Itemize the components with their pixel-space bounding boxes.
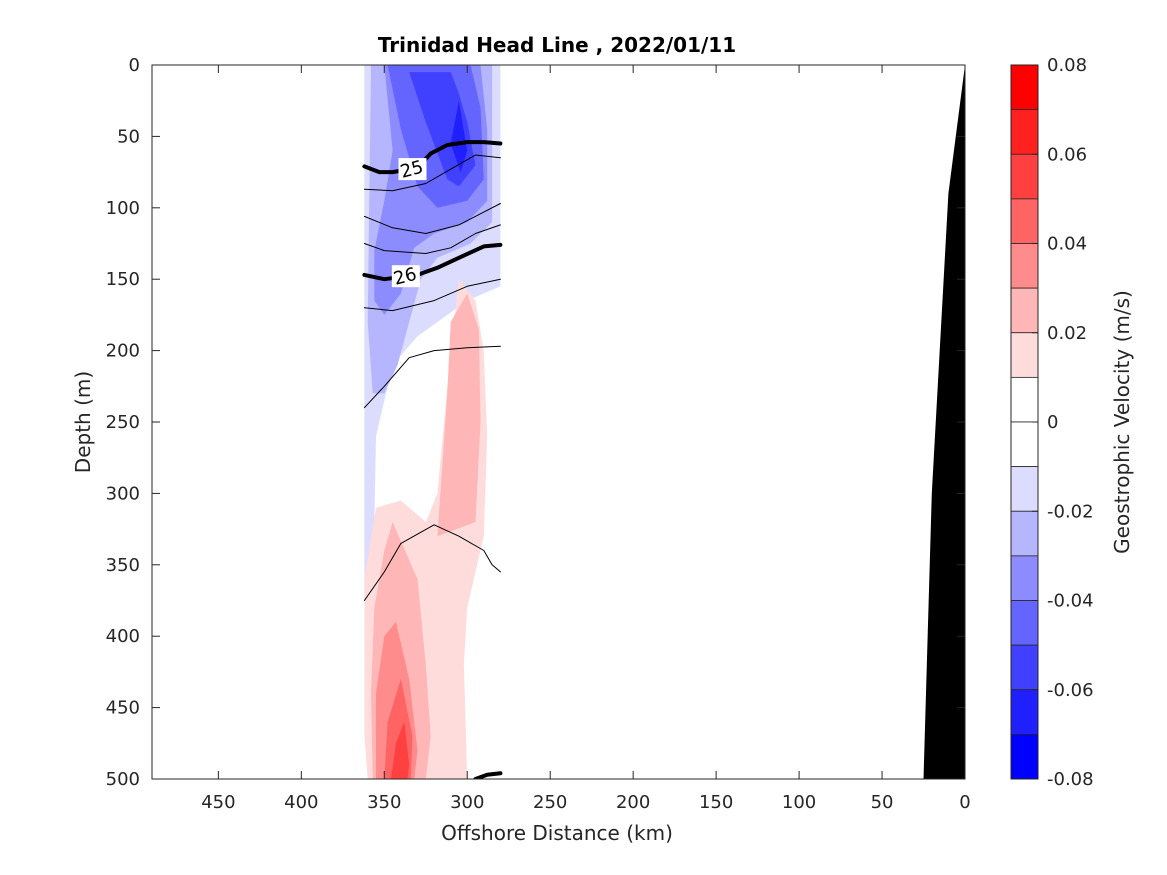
x-tick-label-50: 50 (871, 792, 894, 813)
colorbar-tick-label-6: -0.04 (1047, 591, 1094, 612)
bathymetry-layer (923, 65, 965, 779)
y-tick-label-350: 350 (106, 555, 140, 576)
density-contour-3 (363, 203, 501, 234)
colorbar-swatch-9 (1010, 466, 1039, 512)
x-axis-label: Offshore Distance (km) (441, 821, 673, 845)
velocity-region-13 (390, 721, 410, 779)
y-tick-label-300: 300 (106, 483, 140, 504)
colorbar-swatch-13 (1010, 644, 1039, 691)
colorbar-swatch-12 (1010, 600, 1039, 646)
x-tick-label-450: 450 (201, 792, 235, 813)
density-contour-5 (363, 278, 501, 312)
colorbar-swatch-15 (1010, 733, 1039, 780)
x-tick-label-250: 250 (533, 792, 567, 813)
x-axis-ticks: 450 400 350 300 250 200 150 100 50 0 (201, 65, 971, 813)
x-tick-label-0: 0 (959, 792, 970, 813)
density-contour-26 (362, 242, 503, 282)
x-tick-label-100: 100 (782, 792, 816, 813)
colorbar-swatch-3 (1010, 198, 1039, 244)
colorbar-tick-label-0: 0.08 (1047, 55, 1087, 76)
colorbar-swatch-11 (1010, 555, 1039, 601)
x-tick-label-350: 350 (367, 792, 401, 813)
x-tick-label-150: 150 (699, 792, 733, 813)
colorbar-tick-label-5: -0.02 (1047, 501, 1094, 522)
density-contour-layer (362, 140, 503, 779)
colorbar-tick-label-7: -0.06 (1047, 680, 1094, 701)
y-tick-label-400: 400 (106, 626, 140, 647)
chart-title: Trinidad Head Line , 2022/01/11 (378, 33, 736, 57)
x-tick-label-200: 200 (616, 792, 650, 813)
density-contour-4 (363, 224, 501, 254)
plot-area (152, 65, 965, 779)
density-contour-2 (363, 154, 501, 192)
contour-label-backing-0 (398, 158, 427, 181)
colorbar-label: Geostrophic Velocity (m/s) (1110, 290, 1134, 554)
colorbar-tick-label-2: 0.04 (1047, 234, 1087, 255)
colorbar-swatch-5 (1010, 287, 1039, 334)
density-contour-6 (363, 345, 501, 409)
colorbar-swatch-14 (1010, 689, 1039, 735)
colorbar-swatch-6 (1010, 332, 1039, 378)
y-tick-label-200: 200 (106, 341, 140, 362)
colorbar-tick-label-1: 0.06 (1047, 144, 1087, 165)
y-tick-label-0: 0 (129, 55, 140, 76)
velocity-region-9 (437, 293, 481, 537)
colorbar-swatch-7 (1010, 376, 1039, 423)
y-tick-label-150: 150 (106, 269, 140, 290)
colorbar-tick-label-3: 0.02 (1047, 323, 1087, 344)
bathymetry-polygon (923, 65, 965, 779)
colorbar-swatch-1 (1010, 109, 1039, 155)
y-tick-label-250: 250 (106, 412, 140, 433)
colorbar-tick-label-8: -0.08 (1047, 769, 1094, 790)
x-tick-label-400: 400 (284, 792, 318, 813)
y-tick-label-450: 450 (106, 698, 140, 719)
colorbar-swatch-8 (1010, 421, 1039, 468)
density-contour-8 (473, 771, 503, 779)
x-tick-label-300: 300 (450, 792, 484, 813)
colorbar-swatch-4 (1010, 243, 1039, 289)
y-tick-label-500: 500 (106, 769, 140, 790)
colorbar-tick-label-4: 0 (1047, 412, 1058, 433)
colorbar-swatch-0 (1010, 64, 1039, 111)
y-tick-label-100: 100 (106, 198, 140, 219)
colorbar-swatch-2 (1010, 153, 1039, 200)
y-axis-ticks: 0 50 100 150 200 250 300 350 400 450 500 (106, 55, 965, 790)
colorbar: 0.08 0.06 0.04 0.02 0 -0.02 -0.04 -0.06 -0.08 (1010, 55, 1094, 790)
density-contour-25 (362, 140, 503, 175)
velocity-region-7 (450, 100, 468, 173)
y-tick-label-50: 50 (117, 126, 140, 147)
velocity-fill-layer (364, 65, 501, 779)
contour-label-backing-1 (391, 265, 420, 288)
colorbar-swatch-10 (1010, 510, 1039, 557)
density-contour-7 (363, 524, 501, 601)
y-axis-label: Depth (m) (71, 371, 95, 473)
